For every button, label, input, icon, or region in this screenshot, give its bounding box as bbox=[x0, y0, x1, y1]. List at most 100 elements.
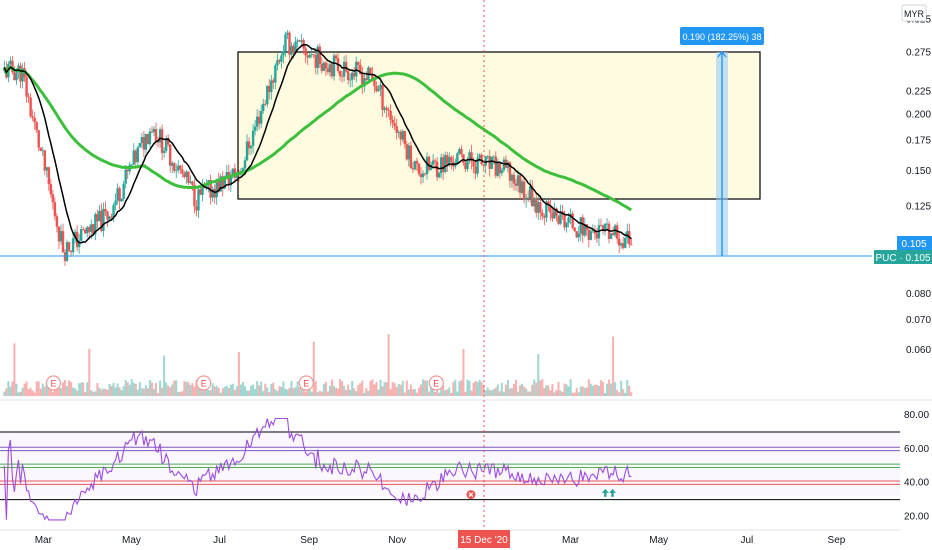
candle-body bbox=[533, 198, 536, 207]
candle-body bbox=[403, 131, 406, 145]
volume-bar bbox=[492, 389, 495, 396]
volume-bar bbox=[264, 383, 267, 396]
candle-body bbox=[92, 224, 95, 235]
volume-bar bbox=[80, 382, 83, 396]
candle-body bbox=[359, 64, 362, 74]
volume-bar bbox=[320, 391, 323, 396]
earnings-marker[interactable] bbox=[196, 375, 212, 391]
candle-body bbox=[401, 131, 404, 140]
candle-body bbox=[312, 54, 315, 56]
earnings-marker[interactable] bbox=[45, 375, 62, 391]
candle-body bbox=[130, 164, 133, 166]
volume-bar bbox=[68, 380, 71, 396]
candle-body bbox=[375, 86, 378, 91]
candle-body bbox=[65, 242, 69, 261]
candle-body bbox=[264, 103, 267, 105]
rsi-tick-label: 60.00 bbox=[904, 444, 929, 455]
volume-bar bbox=[401, 380, 404, 396]
volume-bar bbox=[618, 392, 621, 396]
candle-body bbox=[630, 244, 633, 246]
volume-bar bbox=[450, 392, 453, 396]
candle-body bbox=[284, 34, 287, 52]
volume-bar bbox=[209, 390, 212, 396]
candle-body bbox=[518, 175, 522, 193]
volume-bar bbox=[43, 386, 46, 396]
volume-bar bbox=[444, 390, 447, 396]
candle-body bbox=[294, 41, 297, 53]
candle-body bbox=[268, 85, 271, 93]
volume-bar bbox=[126, 382, 129, 396]
volume-bar bbox=[35, 381, 38, 396]
candle-body bbox=[530, 186, 534, 207]
volume-bar bbox=[442, 384, 445, 396]
volume-bar bbox=[140, 388, 143, 396]
candle-body bbox=[209, 180, 212, 198]
volume-bar bbox=[286, 389, 289, 396]
volume-bar bbox=[84, 391, 87, 396]
volume-bar bbox=[144, 385, 147, 396]
candle-body bbox=[567, 217, 570, 223]
candle-body bbox=[280, 55, 283, 62]
volume-bar bbox=[215, 385, 218, 396]
time-tick-label: Jul bbox=[740, 535, 753, 546]
candle-body bbox=[229, 175, 233, 186]
candle-body bbox=[387, 109, 390, 111]
volume-bar bbox=[45, 382, 48, 396]
volume-bar bbox=[549, 390, 552, 396]
candle-body bbox=[494, 156, 497, 176]
volume-bar bbox=[478, 379, 481, 396]
candle-body bbox=[114, 200, 117, 206]
volume-bar bbox=[128, 384, 131, 396]
volume-bar bbox=[454, 379, 457, 396]
candle-body bbox=[393, 123, 396, 127]
candle-body bbox=[79, 229, 83, 241]
currency-badge[interactable] bbox=[901, 4, 927, 22]
volume-bar bbox=[23, 383, 26, 396]
candle-body bbox=[605, 223, 609, 225]
earnings-marker[interactable] bbox=[428, 375, 444, 391]
candle-body bbox=[100, 210, 103, 231]
volume-bar bbox=[335, 387, 338, 396]
volume-bar bbox=[490, 390, 493, 396]
candle-body bbox=[342, 61, 346, 77]
candle-body bbox=[249, 145, 253, 149]
volume-bar bbox=[387, 334, 390, 396]
volume-bar bbox=[383, 382, 386, 396]
candle-body bbox=[199, 189, 202, 195]
candle-body bbox=[77, 240, 81, 248]
volume-bar bbox=[506, 379, 509, 396]
candle-body bbox=[179, 165, 182, 170]
candle-body bbox=[581, 217, 584, 236]
volume-bar bbox=[395, 387, 398, 396]
volume-bar bbox=[525, 388, 528, 396]
volume-bar bbox=[332, 385, 335, 396]
candle-body bbox=[454, 164, 457, 167]
candle-body bbox=[104, 208, 107, 212]
volume-bar bbox=[181, 391, 184, 396]
candle-body bbox=[122, 183, 125, 199]
volume-bar bbox=[134, 383, 137, 396]
volume-bar bbox=[488, 389, 491, 396]
candle-body bbox=[446, 155, 449, 165]
candle-body bbox=[377, 88, 380, 91]
candle-body bbox=[624, 237, 627, 248]
candle-body bbox=[348, 79, 352, 81]
moving-average-slow-line bbox=[2, 65, 633, 212]
candle-body bbox=[571, 213, 574, 228]
volume-bar bbox=[148, 380, 151, 396]
earnings-marker[interactable] bbox=[298, 375, 314, 391]
candle-body bbox=[288, 32, 291, 55]
candle-body bbox=[37, 130, 40, 148]
candle-body bbox=[189, 181, 192, 183]
volume-bar bbox=[266, 387, 269, 396]
volume-bar bbox=[322, 384, 325, 396]
candle-body bbox=[486, 156, 489, 157]
volume-bar bbox=[630, 392, 633, 396]
candle-body bbox=[187, 171, 190, 183]
earnings-marker-label: E bbox=[201, 379, 207, 389]
price-tick-label: 0.060 bbox=[906, 345, 931, 356]
price-tick-label: 0.150 bbox=[906, 166, 931, 177]
range-box[interactable] bbox=[237, 51, 761, 200]
